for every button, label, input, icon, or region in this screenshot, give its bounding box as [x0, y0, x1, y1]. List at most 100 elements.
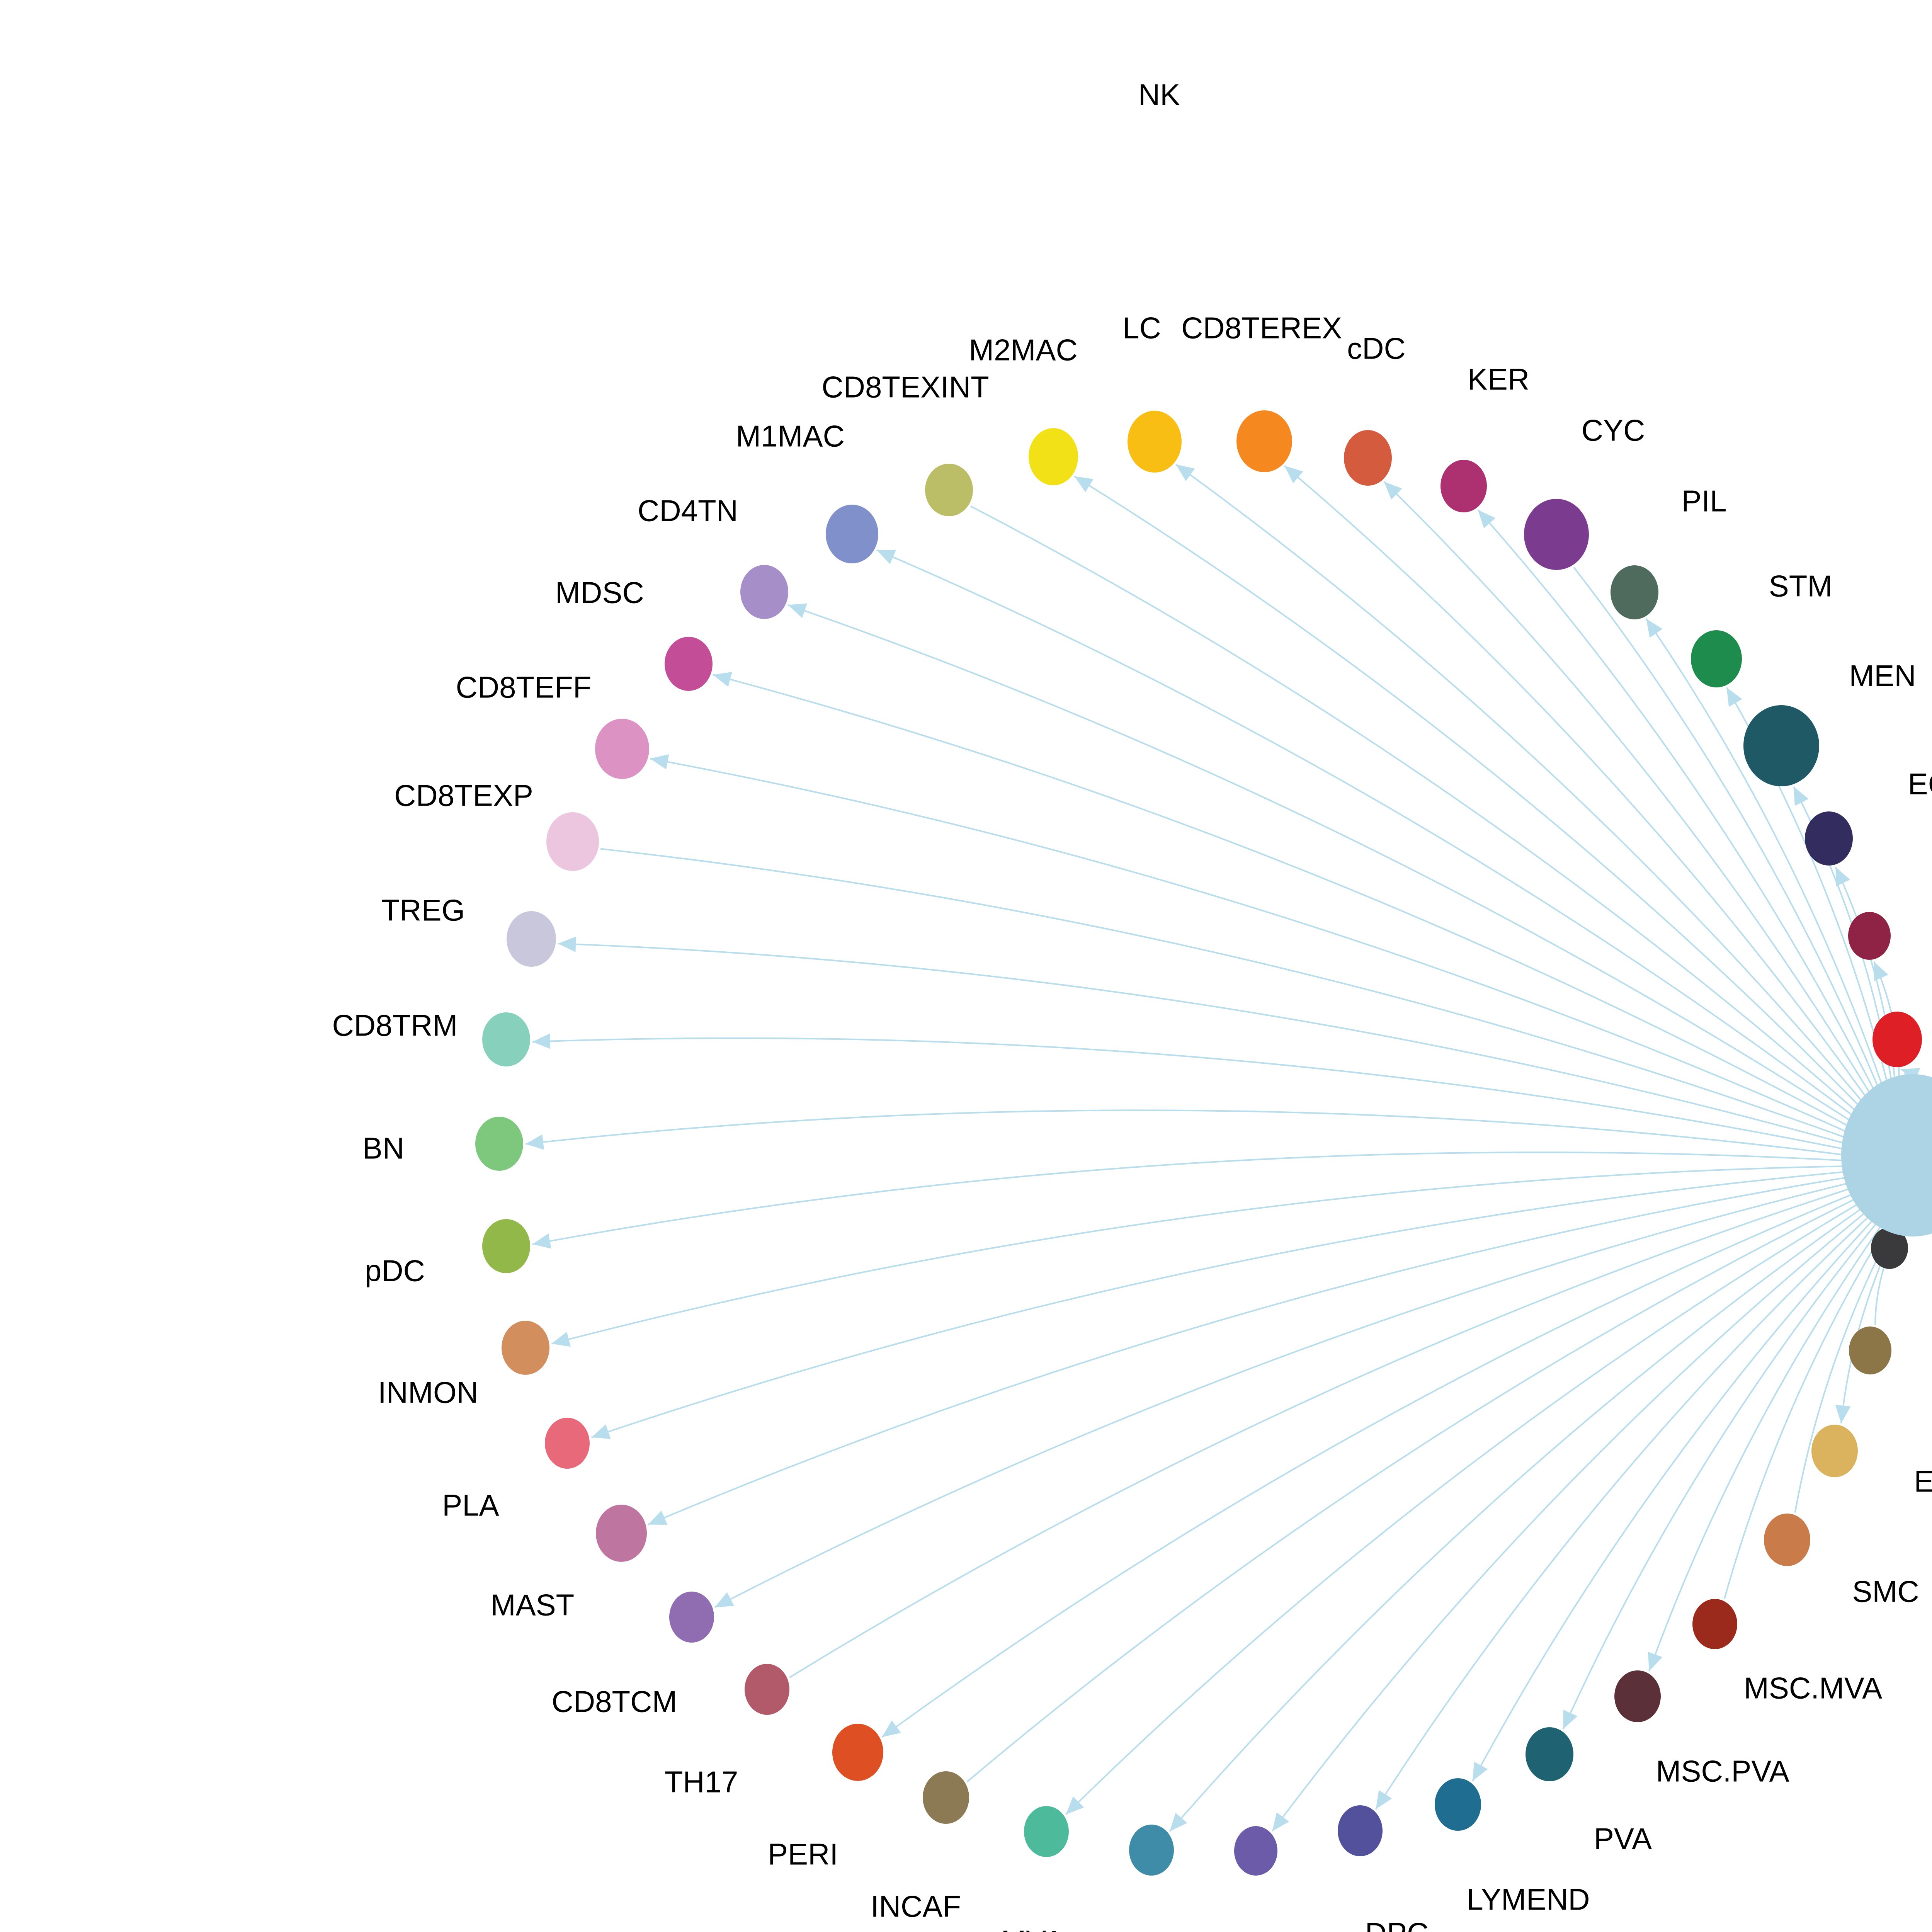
- node-label-msc-mva: MSC.MVA: [1744, 1671, 1882, 1705]
- arrowhead-bn: [525, 1134, 544, 1150]
- node-cd4tn[interactable]: [740, 565, 788, 619]
- node-cdc[interactable]: [1344, 430, 1392, 486]
- node-label-incaf: INCAF: [871, 1889, 961, 1923]
- node-lc[interactable]: [1128, 411, 1182, 473]
- node-ker[interactable]: [1440, 460, 1487, 512]
- edge-nk-to-peri: [881, 1194, 1852, 1738]
- node-cd8texint[interactable]: [925, 464, 973, 516]
- node-bas[interactable]: [1848, 912, 1891, 960]
- node-cd8teff[interactable]: [595, 719, 649, 779]
- node-label-stm: STM: [1769, 569, 1833, 603]
- edge-nk-to-cd8tcm: [714, 1182, 1847, 1608]
- arrowhead-cd8teff: [650, 754, 669, 770]
- node-label-th17: TH17: [665, 1765, 738, 1799]
- node-icaf[interactable]: [1129, 1825, 1174, 1876]
- node-label-mva: MVA: [1001, 1924, 1064, 1932]
- node-smc[interactable]: [1764, 1514, 1810, 1566]
- arrowhead-cd8tcm: [714, 1592, 734, 1607]
- edge-nk-to-incaf: [966, 1199, 1855, 1782]
- node-dpc[interactable]: [1338, 1805, 1383, 1856]
- edge-nk-to-cd8teff: [650, 758, 1846, 1132]
- page-title: NK: [1138, 78, 1180, 112]
- node-pil[interactable]: [1611, 565, 1658, 619]
- node-stm[interactable]: [1691, 630, 1742, 687]
- node-cd8tcm[interactable]: [669, 1592, 714, 1643]
- arrowhead-mast: [648, 1510, 668, 1525]
- node-lymend[interactable]: [1435, 1778, 1481, 1831]
- node-myofib[interactable]: [1234, 1826, 1277, 1876]
- edge-nk-to-msc-pva: [1648, 1226, 1882, 1672]
- node-fib[interactable]: [1871, 1227, 1908, 1269]
- node-label-cd8texint: CD8TEXINT: [821, 370, 989, 404]
- node-label-m2mac: M2MAC: [969, 333, 1078, 367]
- node-th17[interactable]: [745, 1664, 789, 1715]
- node-ecc[interactable]: [1805, 811, 1853, 866]
- node-label-cd8teff: CD8TEFF: [456, 670, 592, 704]
- arrowhead-pla: [591, 1424, 611, 1439]
- edge-nk-to-msc-mva: [1723, 1228, 1886, 1599]
- edge-nk-to-dpc: [1375, 1216, 1869, 1810]
- node-label-m1mac: M1MAC: [736, 419, 845, 453]
- node-mdsc[interactable]: [665, 637, 713, 691]
- node-label-pdc: pDC: [365, 1254, 425, 1288]
- node-incaf[interactable]: [923, 1771, 969, 1824]
- node-m1mac[interactable]: [826, 505, 878, 563]
- node-cd8trm[interactable]: [482, 1012, 530, 1066]
- node-pdc[interactable]: [482, 1219, 530, 1273]
- node-label-cd4tn: CD4TN: [638, 494, 738, 528]
- node-label-cd8terex: CD8TEREX: [1181, 311, 1342, 345]
- node-men[interactable]: [1743, 705, 1819, 786]
- arrowhead-myofib: [1272, 1812, 1289, 1832]
- edge-nk-to-cd8texint: [970, 505, 1856, 1111]
- node-treg[interactable]: [507, 911, 556, 967]
- edge-nk-to-pla: [591, 1171, 1844, 1438]
- node-label-dpc: DPC: [1365, 1917, 1429, 1932]
- arrowhead-lc: [1176, 464, 1195, 481]
- edge-nk-to-lc: [1175, 464, 1862, 1102]
- node-label-mast: MAST: [491, 1588, 575, 1622]
- edge-nk-to-cd8texp: [600, 848, 1845, 1138]
- node-msc-mva[interactable]: [1692, 1599, 1737, 1649]
- edge-nk-to-pil: [1645, 618, 1883, 1085]
- edge-nk-to-icaf: [1169, 1208, 1862, 1832]
- node-inmon[interactable]: [502, 1321, 549, 1375]
- node-cd8terex[interactable]: [1236, 410, 1292, 472]
- edge-nk-to-treg: [558, 943, 1844, 1144]
- node-msc-pva[interactable]: [1614, 1670, 1661, 1722]
- node-label-treg: TREG: [381, 893, 465, 927]
- node-label-msc-pva: MSC.PVA: [1656, 1754, 1789, 1788]
- edge-nk-to-ker: [1477, 509, 1874, 1090]
- node-mva[interactable]: [1024, 1806, 1069, 1857]
- node-label-pva: PVA: [1594, 1822, 1652, 1856]
- arrowhead-inmon: [551, 1332, 571, 1347]
- node-cyc[interactable]: [1524, 499, 1589, 570]
- node-label-cyc: CYC: [1582, 413, 1645, 447]
- arrowhead-ecc: [1835, 867, 1850, 886]
- edge-nk-to-lymend: [1472, 1220, 1873, 1782]
- arrowhead-cdc: [1384, 481, 1402, 500]
- arrowhead-pva: [1563, 1709, 1578, 1730]
- node-bn[interactable]: [475, 1117, 523, 1171]
- node-adipo[interactable]: [1849, 1327, 1891, 1374]
- node-label-bn: BN: [362, 1131, 404, 1165]
- node-nk-hub[interactable]: [1841, 1074, 1932, 1236]
- arrowhead-msc-pva: [1648, 1651, 1663, 1671]
- edge-nk-to-cd4tn: [787, 604, 1850, 1121]
- arrowhead-mva: [1066, 1796, 1084, 1815]
- node-pla[interactable]: [545, 1418, 590, 1469]
- node-pva[interactable]: [1526, 1727, 1573, 1781]
- arrowhead-lymend: [1472, 1762, 1488, 1781]
- node-mast[interactable]: [596, 1505, 647, 1562]
- node-label-smc: SMC: [1852, 1575, 1919, 1609]
- node-peri[interactable]: [832, 1724, 883, 1781]
- node-cd8texp[interactable]: [546, 812, 599, 871]
- arrowhead-ecm: [1835, 1405, 1851, 1423]
- node-dif[interactable]: [1872, 1012, 1922, 1067]
- arrowhead-cd8trm: [532, 1033, 551, 1049]
- node-ecm[interactable]: [1811, 1425, 1858, 1477]
- arrowhead-icaf: [1170, 1813, 1187, 1832]
- arrowhead-m1mac: [876, 550, 896, 564]
- node-m2mac[interactable]: [1029, 428, 1078, 485]
